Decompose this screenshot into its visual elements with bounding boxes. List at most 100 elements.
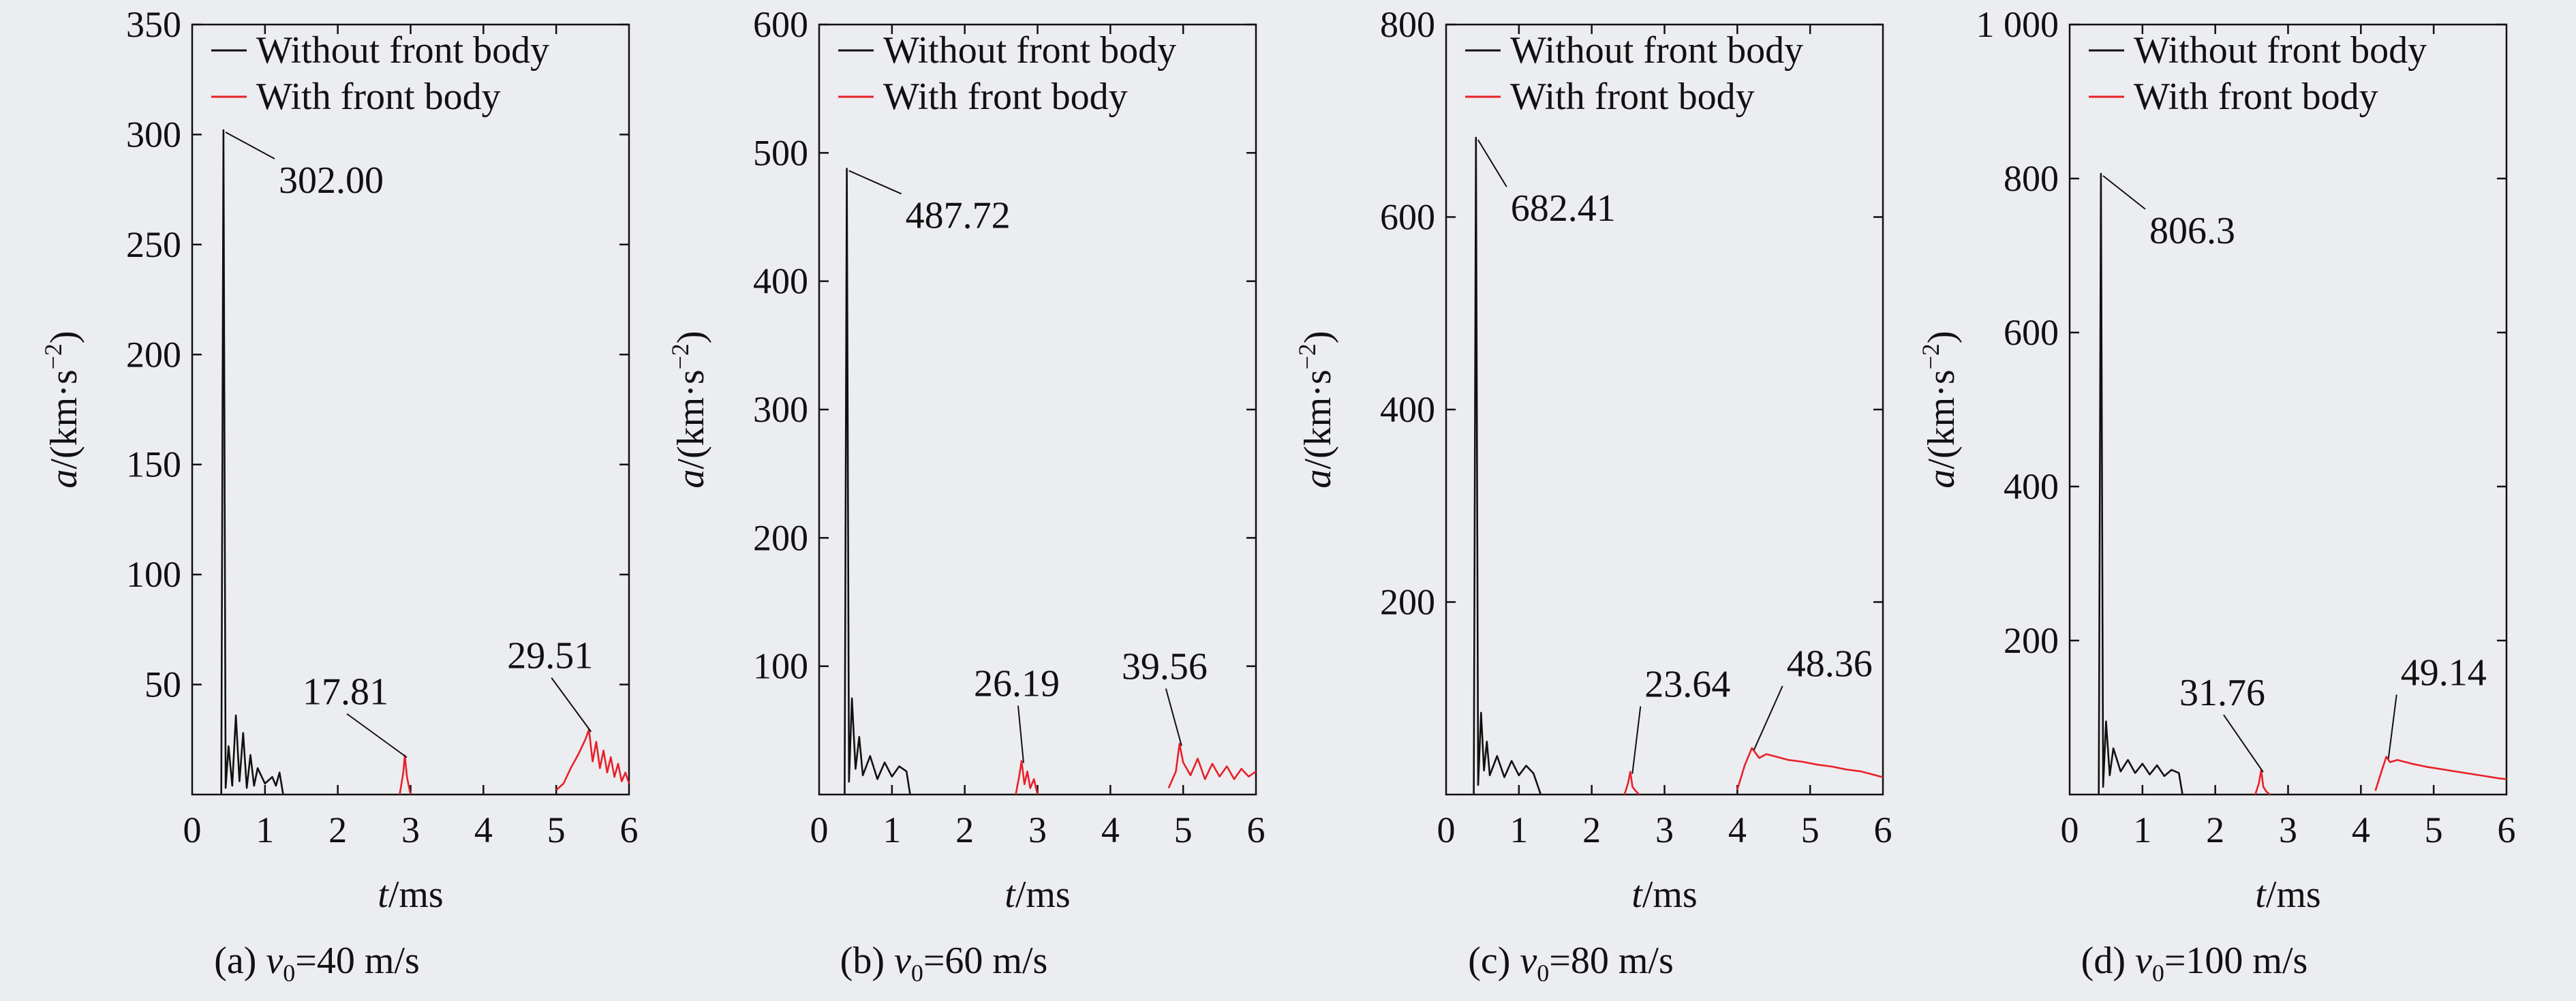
annotation-label: 806.3 xyxy=(2149,210,2235,252)
plot-frame xyxy=(191,23,630,796)
chart-panel: 0 1 2 3 4 5 6 100 200 300 400 500 600 t/ms a/(km·s−2) W… xyxy=(627,0,1266,1001)
x-tick-label: 0 xyxy=(183,810,202,850)
x-tick-label: 5 xyxy=(547,810,566,850)
legend-label-with: With front body xyxy=(2134,76,2378,118)
annotation-leader xyxy=(2387,694,2397,759)
y-axis-label: a/(km·s−2) xyxy=(1293,330,1339,488)
x-tick-label: 6 xyxy=(1247,810,1266,850)
x-tick-label: 4 xyxy=(1728,810,1747,850)
y-tick-label: 200 xyxy=(753,517,808,558)
x-tick-label: 1 xyxy=(2133,810,2151,850)
annotation-label: 29.51 xyxy=(507,635,593,677)
x-tick-label: 0 xyxy=(1437,810,1456,850)
x-tick-label: 2 xyxy=(1582,810,1601,850)
y-tick-label: 350 xyxy=(126,4,181,45)
y-axis-label: a/(km·s−2) xyxy=(40,330,85,488)
y-tick-label: 250 xyxy=(126,224,181,265)
series-line-with-front-body xyxy=(399,754,412,795)
y-tick-label: 150 xyxy=(126,444,181,485)
x-tick-label: 3 xyxy=(401,810,420,850)
y-tick-label: 200 xyxy=(126,334,181,375)
y-axis-label: a/(km·s−2) xyxy=(666,330,712,488)
x-tick-label: 3 xyxy=(2279,810,2297,850)
x-tick-label: 2 xyxy=(2206,810,2224,850)
series-line-with-front-body xyxy=(1736,747,1884,790)
x-tick-label: 1 xyxy=(883,810,901,850)
series-line-with-front-body xyxy=(2254,769,2271,795)
x-tick-label: 4 xyxy=(474,810,493,850)
chart-svg: 0 1 2 3 4 5 6 200 400 600 800 t/ms a/(km·s−2) Without… xyxy=(1293,4,1892,916)
y-tick-label: 600 xyxy=(753,4,808,45)
legend-label-with: With front body xyxy=(1510,76,1755,118)
annotation-label: 31.76 xyxy=(2179,672,2265,714)
x-tick-label: 6 xyxy=(1874,810,1892,850)
annotation-leader xyxy=(1165,688,1182,746)
y-tick-label: 500 xyxy=(753,132,808,173)
y-tick-label: 400 xyxy=(753,261,808,302)
chart-panel: 0 1 2 3 4 5 6 200 400 600 800 1 000 t/ms a/(km·s−2) Wi… xyxy=(1877,0,2516,1001)
annotation-leader xyxy=(1477,139,1507,187)
x-tick-label: 4 xyxy=(2352,810,2370,850)
annotation-label: 49.14 xyxy=(2401,651,2487,694)
y-tick-label: 200 xyxy=(1380,582,1435,623)
series-line-without-front-body xyxy=(2098,172,2183,795)
legend-label-without: Without front body xyxy=(256,29,549,72)
x-axis-label: t/ms xyxy=(1631,874,1697,916)
annotation-leader xyxy=(848,170,902,195)
annotation-leader xyxy=(1631,706,1642,774)
x-tick-label: 1 xyxy=(256,810,274,850)
x-tick-label: 1 xyxy=(1509,810,1528,850)
chart-svg: 0 1 2 3 4 5 6 200 400 600 800 1 000 t/ms a/(km·s−2) Wi… xyxy=(1917,4,2516,916)
legend-label-without: Without front body xyxy=(1510,29,1803,72)
panel-caption: (c) v0=80 m/s xyxy=(1468,940,1674,987)
y-tick-label: 600 xyxy=(2004,312,2059,353)
x-tick-label: 5 xyxy=(2425,810,2443,850)
chart-svg: 0 1 2 3 4 5 6 50 100 150 200 250 300 350 t/ms a/(km·s−2… xyxy=(40,4,639,916)
legend-label-with: With front body xyxy=(883,76,1128,118)
series-line-with-front-body xyxy=(555,728,630,791)
x-tick-label: 2 xyxy=(328,810,347,850)
x-tick-label: 3 xyxy=(1655,810,1674,850)
legend-label-without: Without front body xyxy=(883,29,1176,72)
x-tick-label: 4 xyxy=(1101,810,1120,850)
x-tick-label: 2 xyxy=(955,810,974,850)
y-tick-label: 600 xyxy=(1380,197,1435,238)
x-tick-label: 3 xyxy=(1028,810,1047,850)
y-tick-label: 400 xyxy=(1380,389,1435,430)
x-axis-label: t/ms xyxy=(378,874,443,916)
annotation-leader xyxy=(1017,705,1024,763)
y-tick-label: 800 xyxy=(2004,158,2059,199)
series-line-with-front-body xyxy=(1623,771,1640,795)
series-line-with-front-body xyxy=(1015,760,1039,795)
annotation-label: 682.41 xyxy=(1511,187,1616,230)
annotation-label: 26.19 xyxy=(974,663,1060,705)
x-tick-label: 6 xyxy=(2498,810,2516,850)
y-tick-label: 800 xyxy=(1380,4,1435,45)
y-tick-label: 300 xyxy=(126,114,181,155)
y-axis-label: a/(km·s−2) xyxy=(1917,330,1963,488)
x-tick-label: 0 xyxy=(2061,810,2079,850)
annotation-leader xyxy=(2102,175,2146,210)
y-tick-label: 200 xyxy=(2004,620,2059,661)
y-tick-label: 50 xyxy=(144,664,181,705)
panel-caption: (a) v0=40 m/s xyxy=(214,940,420,987)
annotation-label: 48.36 xyxy=(1787,643,1873,686)
x-axis-label: t/ms xyxy=(1005,874,1070,916)
annotation-label: 39.56 xyxy=(1122,645,1208,688)
legend-label-with: With front body xyxy=(256,76,501,118)
x-tick-label: 6 xyxy=(620,810,639,850)
series-line-without-front-body xyxy=(220,129,284,795)
annotation-label: 17.81 xyxy=(303,671,388,713)
x-tick-label: 5 xyxy=(1801,810,1820,850)
legend-label-without: Without front body xyxy=(2134,29,2427,72)
series-line-without-front-body xyxy=(844,168,911,795)
chart-svg: 0 1 2 3 4 5 6 100 200 300 400 500 600 t/ms a/(km·s−2) W… xyxy=(666,4,1266,916)
series-line-with-front-body xyxy=(2374,756,2507,791)
annotation-leader xyxy=(225,132,275,159)
annotation-leader xyxy=(2223,714,2264,773)
panel-caption: (d) v0=100 m/s xyxy=(2081,940,2308,987)
y-tick-label: 100 xyxy=(753,646,808,687)
chart-panel: 0 1 2 3 4 5 6 200 400 600 800 t/ms a/(km·s−2) Without… xyxy=(1254,0,1892,1001)
series-line-with-front-body xyxy=(1167,743,1257,789)
